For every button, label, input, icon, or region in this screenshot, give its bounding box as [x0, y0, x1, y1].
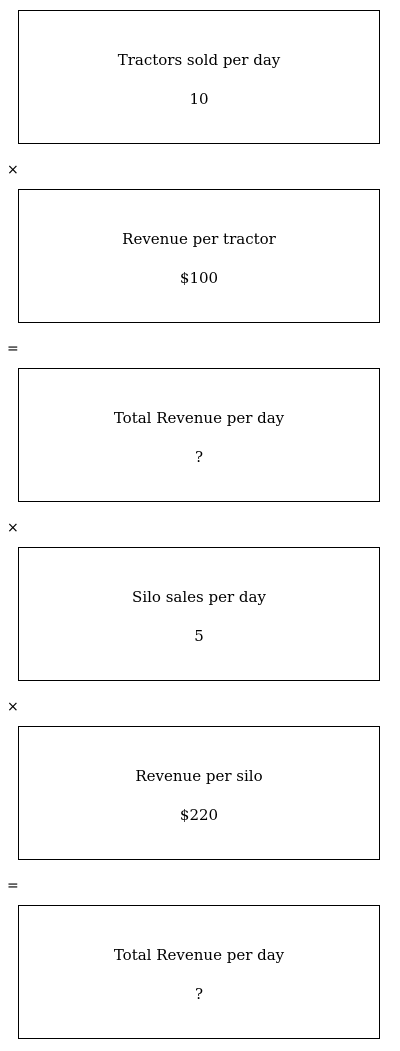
box-silo-sales: Silo sales per day 5 — [18, 547, 380, 681]
box-value: 5 — [194, 627, 204, 645]
multiply-operator: × — [7, 699, 19, 715]
box-value: ? — [194, 448, 204, 466]
box-label: Silo sales per day — [132, 588, 266, 606]
multiply-operator: × — [7, 162, 19, 178]
box-tractors-sold: Tractors sold per day 10 — [18, 10, 380, 144]
box-total-revenue-silos: Total Revenue per day ? — [18, 905, 380, 1039]
box-value: 10 — [189, 90, 209, 108]
equals-operator: = — [7, 878, 19, 894]
box-revenue-per-tractor: Revenue per tractor $100 — [18, 189, 380, 323]
box-label: Total Revenue per day — [113, 409, 285, 427]
box-value: $100 — [179, 269, 219, 287]
multiply-operator: × — [7, 520, 19, 536]
box-revenue-per-silo: Revenue per silo $220 — [18, 726, 380, 860]
box-label: Total Revenue per day — [113, 946, 285, 964]
equals-operator: = — [7, 341, 19, 357]
box-label: Tractors sold per day — [117, 51, 281, 69]
box-value: $220 — [179, 806, 219, 824]
box-value: ? — [194, 985, 204, 1003]
box-label: Revenue per tractor — [122, 230, 276, 248]
box-label: Revenue per silo — [135, 767, 263, 785]
box-total-revenue-tractors: Total Revenue per day ? — [18, 368, 380, 502]
